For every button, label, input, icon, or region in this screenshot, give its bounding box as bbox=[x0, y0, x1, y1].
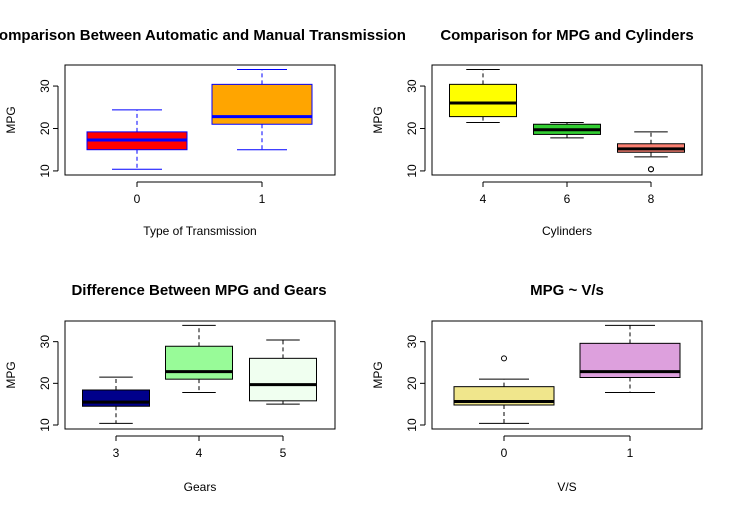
cylinders-boxplot-panel: Comparison for MPG and Cylinders 10 20 30 MP… bbox=[371, 27, 703, 238]
plot-frame bbox=[431, 320, 703, 430]
transmission-boxplot-panel: Comparison Between Automatic and Manual … bbox=[0, 27, 406, 238]
y-tick-label: 10 bbox=[405, 418, 419, 432]
x-axis-label: V/S bbox=[557, 480, 576, 494]
box-4 bbox=[165, 324, 233, 393]
x-tick-label: 5 bbox=[280, 446, 287, 460]
gears-boxplot-panel: Difference Between MPG and Gears 10 20 30 MP… bbox=[4, 282, 336, 494]
y-tick-label: 10 bbox=[405, 164, 419, 178]
y-tick-label: 30 bbox=[38, 79, 52, 93]
y-tick-label: 20 bbox=[405, 376, 419, 390]
box-4 bbox=[449, 68, 517, 124]
y-tick-label: 20 bbox=[38, 121, 52, 135]
x-tick-label: 6 bbox=[564, 192, 571, 206]
x-tick-label: 0 bbox=[501, 446, 508, 460]
plot-title: Comparison for MPG and Cylinders bbox=[440, 27, 693, 44]
x-axis-label: Cylinders bbox=[542, 224, 592, 238]
plot-frame bbox=[64, 320, 336, 430]
y-axis-label: MPG bbox=[4, 361, 18, 388]
box-0 bbox=[86, 109, 188, 170]
x-tick-label: 4 bbox=[480, 192, 487, 206]
plot-title: Difference Between MPG and Gears bbox=[71, 282, 326, 299]
outlier-point bbox=[648, 166, 654, 173]
box-1 bbox=[579, 324, 681, 393]
y-tick-label: 20 bbox=[38, 376, 52, 390]
box-body bbox=[165, 345, 233, 380]
y-axis-label: MPG bbox=[4, 106, 18, 133]
plot-frame bbox=[431, 64, 703, 176]
box-8 bbox=[617, 131, 685, 173]
y-axis-label: MPG bbox=[371, 106, 385, 133]
y-tick-label: 30 bbox=[405, 335, 419, 349]
vs-boxplot-panel: MPG ~ V/s 10 20 30 MPG 0 1 V/S bbox=[371, 282, 703, 494]
box-0 bbox=[453, 355, 555, 424]
y-tick-label: 10 bbox=[38, 418, 52, 432]
x-tick-label: 4 bbox=[196, 446, 203, 460]
y-axis-label: MPG bbox=[371, 361, 385, 388]
y-tick-label: 10 bbox=[38, 164, 52, 178]
box-body bbox=[249, 357, 317, 402]
x-tick-label: 1 bbox=[259, 192, 266, 206]
plot-frame bbox=[64, 64, 336, 176]
box-1 bbox=[211, 68, 313, 151]
y-tick-label: 20 bbox=[405, 121, 419, 135]
x-axis-label: Gears bbox=[184, 480, 217, 494]
box-3 bbox=[82, 376, 150, 424]
x-axis-label: Type of Transmission bbox=[143, 224, 256, 238]
box-5 bbox=[249, 339, 317, 405]
x-tick-label: 1 bbox=[627, 446, 634, 460]
x-tick-label: 3 bbox=[113, 446, 120, 460]
box-body bbox=[449, 83, 517, 118]
y-tick-label: 30 bbox=[38, 335, 52, 349]
box-6 bbox=[533, 122, 601, 139]
box-body bbox=[82, 389, 150, 407]
box-body bbox=[211, 83, 313, 125]
x-tick-label: 0 bbox=[134, 192, 141, 206]
y-tick-label: 30 bbox=[405, 79, 419, 93]
x-tick-label: 8 bbox=[648, 192, 655, 206]
plot-title: Comparison Between Automatic and Manual … bbox=[0, 27, 406, 44]
plot-title: MPG ~ V/s bbox=[530, 282, 604, 299]
outlier-point bbox=[501, 355, 507, 362]
